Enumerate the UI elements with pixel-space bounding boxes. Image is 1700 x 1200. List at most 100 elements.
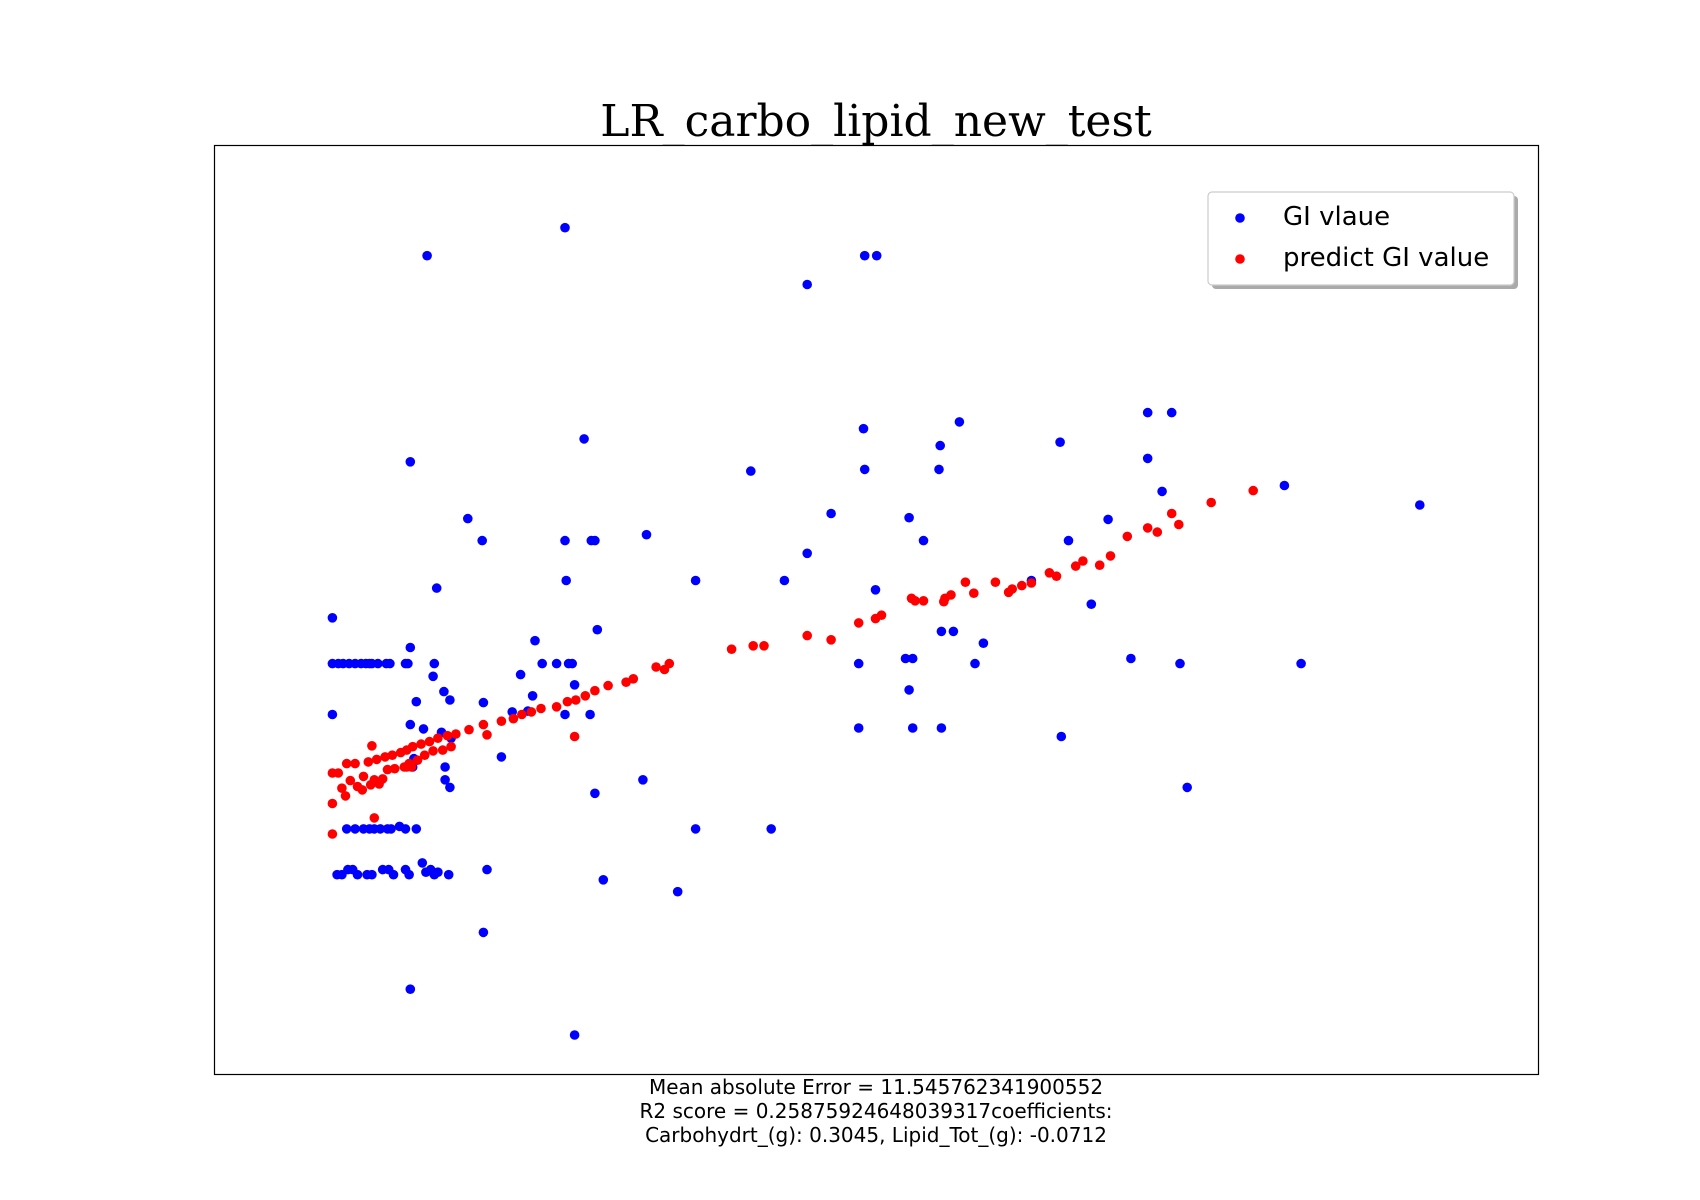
chart-title: LR_carbo_lipid_new_test — [600, 96, 1152, 147]
gi-value-point — [440, 762, 450, 772]
predict-gi-value-point — [918, 596, 929, 606]
gi-value-point — [375, 824, 386, 834]
gi-value-point — [327, 613, 338, 623]
predict-gi-value-point — [536, 703, 546, 714]
predict-gi-value-point — [350, 758, 360, 769]
gi-value-point — [935, 440, 945, 451]
predict-gi-value-point — [664, 658, 675, 669]
caption-coefficients: Carbohydrt_(g): 0.3045, Lipid_Tot_(g): -… — [645, 1123, 1107, 1147]
gi-value-point — [900, 653, 911, 664]
predict-gi-value-point — [363, 757, 374, 767]
predict-gi-value-point — [387, 750, 398, 760]
gi-value-point — [404, 869, 414, 880]
predict-gi-value-point — [1078, 556, 1088, 566]
gi-value-point — [1415, 500, 1425, 510]
gi-value-point — [978, 638, 989, 648]
predict-gi-value-point — [1026, 578, 1037, 588]
predict-gi-value-point — [1206, 497, 1216, 508]
predict-gi-value-point — [748, 641, 758, 651]
predict-gi-value-point — [382, 764, 393, 775]
predict-gi-value-point — [340, 791, 351, 801]
gi-value-point — [853, 723, 864, 733]
predict-gi-value-point — [371, 754, 382, 765]
predict-gi-value-point — [517, 709, 527, 720]
predict-gi-value-point — [802, 630, 812, 641]
gi-value-point — [431, 583, 442, 593]
plot-area — [213, 144, 1540, 1076]
gi-value-point — [918, 535, 929, 546]
gi-value-point — [439, 686, 449, 697]
gi-value-point — [690, 824, 701, 834]
predict-gi-value-point — [407, 741, 418, 752]
gi-value-point — [527, 691, 538, 701]
predict-gi-value-point — [1152, 527, 1163, 537]
gi-value-point — [478, 927, 489, 938]
gi-value-point — [411, 696, 422, 707]
gi-value-point — [405, 457, 416, 467]
gi-value-point — [560, 222, 570, 233]
gi-value-point — [1126, 653, 1136, 664]
gi-value-point — [598, 875, 609, 885]
gi-value-point — [443, 869, 454, 880]
gi-value-point — [779, 575, 790, 586]
gi-value-point — [1182, 782, 1192, 793]
predict-gi-value-point — [946, 590, 956, 600]
predict-gi-value-point — [562, 696, 573, 707]
gi-value-point — [802, 279, 812, 290]
gi-value-point — [551, 658, 562, 669]
predict-gi-value-point — [496, 716, 507, 726]
gi-value-point — [1063, 535, 1074, 546]
gi-value-point — [585, 709, 595, 720]
gi-value-point — [936, 723, 947, 733]
predict-gi-value-point — [1122, 531, 1133, 542]
gi-value-point — [690, 575, 701, 586]
gi-value-point — [445, 782, 455, 793]
gi-value-point — [590, 535, 600, 546]
gi-value-point — [641, 529, 652, 540]
predict-gi-value-point — [424, 736, 435, 747]
predict-gi-value-point — [1051, 571, 1062, 581]
predict-gi-value-point — [380, 752, 390, 762]
predict-gi-value-point — [333, 768, 344, 778]
gi-value-point — [1103, 514, 1113, 525]
gi-value-point — [859, 464, 870, 475]
predict-gi-value-point — [910, 596, 920, 606]
predict-gi-value-point — [428, 746, 438, 756]
legend-box — [1207, 191, 1515, 286]
gi-value-point — [569, 1030, 580, 1040]
predict-gi-value-point — [451, 729, 461, 739]
predict-gi-value-point — [628, 674, 639, 684]
predict-gi-value-point — [1105, 551, 1116, 561]
gi-value-point — [417, 858, 428, 868]
predict-gi-value-point — [960, 577, 971, 587]
predict-gi-value-point — [571, 695, 581, 705]
gi-value-point — [871, 250, 882, 261]
gi-value-point — [970, 658, 980, 669]
predict-gi-value-point — [1070, 561, 1081, 571]
gi-value-point — [907, 723, 918, 733]
gi-value-point — [1279, 480, 1290, 491]
predict-gi-value-point — [412, 755, 423, 765]
predict-gi-value-point — [853, 618, 864, 628]
gi-value-point — [422, 250, 432, 261]
predict-gi-value-point — [651, 662, 661, 672]
predict-gi-value-point — [442, 730, 453, 741]
gi-value-point — [1086, 599, 1097, 609]
gi-value-point — [364, 658, 375, 669]
predict-gi-value-point — [377, 774, 388, 784]
legend-marker-gi-value — [1235, 213, 1245, 223]
predict-gi-value-point — [389, 763, 400, 774]
predict-gi-value-point — [590, 685, 600, 696]
gi-value-point — [560, 709, 570, 720]
predict-gi-value-point — [726, 644, 737, 654]
gi-value-point — [463, 513, 473, 524]
predict-gi-value-point — [406, 762, 417, 772]
predict-gi-value-point — [446, 741, 456, 752]
gi-value-point — [386, 824, 396, 834]
gi-value-point — [373, 658, 383, 669]
gi-value-point — [477, 535, 488, 546]
predict-gi-value-point — [433, 733, 443, 743]
gi-value-point — [672, 886, 683, 897]
gi-value-point — [411, 824, 422, 834]
